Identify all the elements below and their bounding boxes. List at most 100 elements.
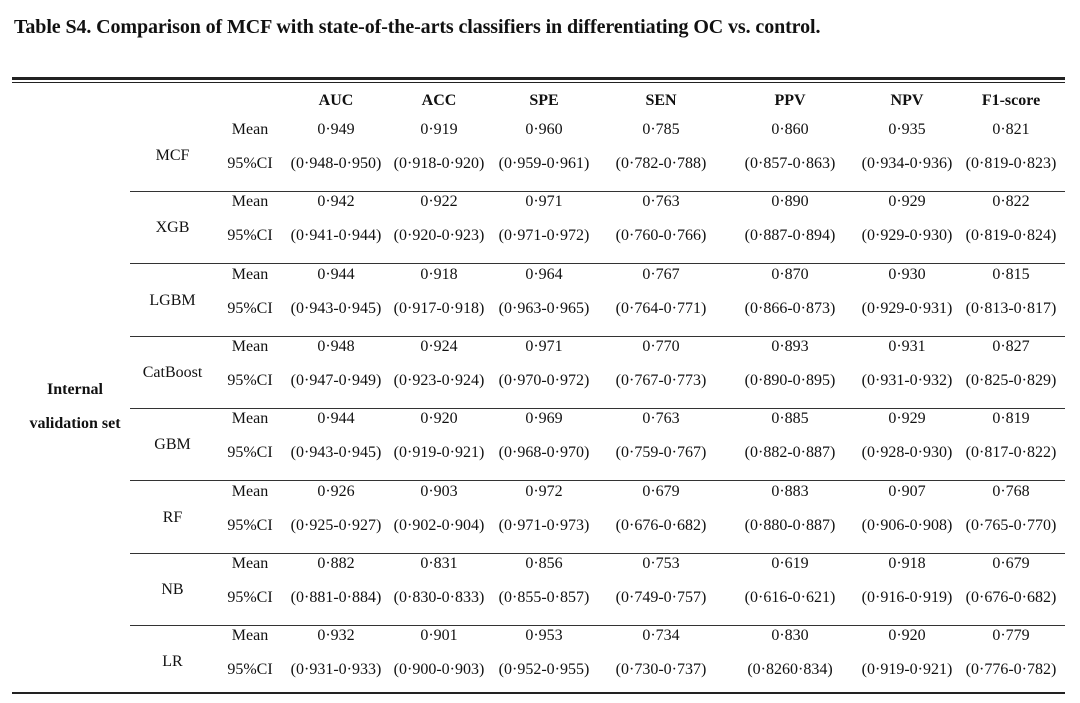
ci-cell: (0·767-0·773) — [615, 371, 707, 389]
top-double-rule-thin — [12, 82, 1065, 83]
section-label-line2: validation set — [29, 415, 121, 432]
model-name: LGBM — [149, 291, 196, 309]
ci-cell: (0·928-0·930) — [861, 444, 953, 462]
ci-cell: (0·890-0·895) — [744, 371, 836, 389]
ci-cell: (0·963-0·965) — [498, 299, 590, 317]
ci-cell: (0·929-0·930) — [861, 227, 953, 245]
column-header-row: AUC ACC SPE SEN PPV NPV F1-score — [0, 92, 1080, 114]
ci-cell: (0·971-0·972) — [498, 227, 590, 245]
group-separator-rule — [130, 552, 1065, 554]
mean-cell: 0·830 — [771, 627, 809, 645]
mean-cell: 0·922 — [420, 193, 458, 211]
col-header-acc: ACC — [421, 92, 457, 109]
mean-cell: 0·785 — [642, 121, 680, 138]
table-caption: Table S4. Comparison of MCF with state-o… — [14, 16, 821, 38]
ci-cell: (0·948-0·950) — [290, 155, 382, 172]
ci-cell: (0·916-0·919) — [861, 588, 953, 606]
mean-cell: 0·971 — [525, 337, 563, 355]
group-separator-rule — [130, 480, 1065, 482]
mean-cell: 0·964 — [525, 265, 563, 283]
ci-cell: (0·917-0·918) — [393, 299, 485, 317]
ci-row-label: 95%CI — [227, 588, 273, 606]
mean-cell: 0·907 — [888, 482, 926, 500]
mean-cell: 0·932 — [317, 627, 355, 645]
ci-cell: (0·943-0·945) — [290, 444, 382, 462]
ci-cell: (0·882-0·887) — [744, 444, 836, 462]
ci-cell: (0·925-0·927) — [290, 516, 382, 534]
ci-row-label: 95%CI — [227, 227, 273, 245]
ci-cell: (0·866-0·873) — [744, 299, 836, 317]
mean-row-label: Mean — [231, 337, 269, 355]
ci-cell: (0·887-0·894) — [744, 227, 836, 245]
ci-row-label: 95%CI — [227, 444, 273, 462]
ci-cell: (0·730-0·737) — [615, 661, 707, 679]
mean-cell: 0·819 — [992, 410, 1030, 428]
ci-cell: (0·941-0·944) — [290, 227, 382, 245]
ci-cell: (0·970-0·972) — [498, 371, 590, 389]
ci-cell: (0·825-0·829) — [965, 371, 1057, 389]
mean-cell: 0·948 — [317, 337, 355, 355]
mean-cell: 0·935 — [888, 121, 926, 138]
mean-cell: 0·856 — [525, 554, 563, 572]
mean-cell: 0·971 — [525, 193, 563, 211]
mean-cell: 0·763 — [642, 193, 680, 211]
mean-row-label: Mean — [231, 554, 269, 572]
mean-cell: 0·931 — [888, 337, 926, 355]
mean-cell: 0·901 — [420, 627, 458, 645]
ci-row-label: 95%CI — [227, 371, 273, 389]
model-name: CatBoost — [142, 363, 203, 381]
mean-row-label: Mean — [231, 627, 269, 645]
ci-cell: (0·931-0·933) — [290, 661, 382, 679]
ci-row-label: 95%CI — [227, 516, 273, 534]
ci-cell: (0·929-0·931) — [861, 299, 953, 317]
mean-cell: 0·753 — [642, 554, 680, 572]
top-double-rule-thick — [12, 77, 1065, 80]
ci-cell: (0·676-0·682) — [615, 516, 707, 534]
mean-cell: 0·930 — [888, 265, 926, 283]
mean-cell: 0·885 — [771, 410, 809, 428]
group-separator-rule — [130, 263, 1065, 265]
mean-cell: 0·767 — [642, 265, 680, 283]
col-header-auc: AUC — [318, 92, 354, 109]
ci-cell: (0·857-0·863) — [744, 155, 836, 172]
ci-cell: (0·968-0·970) — [498, 444, 590, 462]
mean-cell: 0·893 — [771, 337, 809, 355]
ci-cell: (0·819-0·824) — [965, 227, 1057, 245]
mean-cell: 0·779 — [992, 627, 1030, 645]
ci-cell: (0·959-0·961) — [498, 155, 590, 172]
mean-cell: 0·679 — [992, 554, 1030, 572]
ci-row-label: 95%CI — [227, 299, 273, 317]
group-separator-rule — [130, 624, 1065, 626]
ci-cell: (0·931-0·932) — [861, 371, 953, 389]
ci-cell: (0·923-0·924) — [393, 371, 485, 389]
mean-cell: 0·919 — [420, 121, 458, 138]
ci-cell: (0·764-0·771) — [615, 299, 707, 317]
ci-row-label: 95%CI — [227, 661, 273, 679]
ci-cell: (0·776-0·782) — [965, 661, 1057, 679]
model-name: GBM — [154, 436, 191, 454]
mean-row-label: Mean — [231, 193, 269, 211]
col-header-f1: F1-score — [981, 92, 1041, 109]
mean-row-label: Mean — [231, 265, 269, 283]
ci-cell: (0·880-0·887) — [744, 516, 836, 534]
mean-cell: 0·679 — [642, 482, 680, 500]
ci-cell: (0·906-0·908) — [861, 516, 953, 534]
ci-cell: (0·855-0·857) — [498, 588, 590, 606]
mean-cell: 0·763 — [642, 410, 680, 428]
ci-cell: (0·918-0·920) — [393, 155, 485, 172]
ci-cell: (0·971-0·973) — [498, 516, 590, 534]
model-name: RF — [162, 508, 183, 526]
ci-cell: (0·830-0·833) — [393, 588, 485, 606]
mean-cell: 0·821 — [992, 121, 1030, 138]
ci-cell: (0·782-0·788) — [615, 155, 707, 172]
mean-cell: 0·920 — [888, 627, 926, 645]
ci-cell: (0·813-0·817) — [965, 299, 1057, 317]
ci-cell: (0·819-0·823) — [965, 155, 1057, 172]
model-name: XGB — [155, 219, 190, 237]
ci-cell: (0·765-0·770) — [965, 516, 1057, 534]
model-row-group: MCF Mean 95%CI 0·949 (0·948-0·950) 0·919 (0·91… — [0, 120, 1080, 192]
mean-cell: 0·929 — [888, 410, 926, 428]
ci-cell: (0·900-0·903) — [393, 661, 485, 679]
ci-cell: (0·919-0·921) — [861, 661, 953, 679]
ci-cell: (0·881-0·884) — [290, 588, 382, 606]
